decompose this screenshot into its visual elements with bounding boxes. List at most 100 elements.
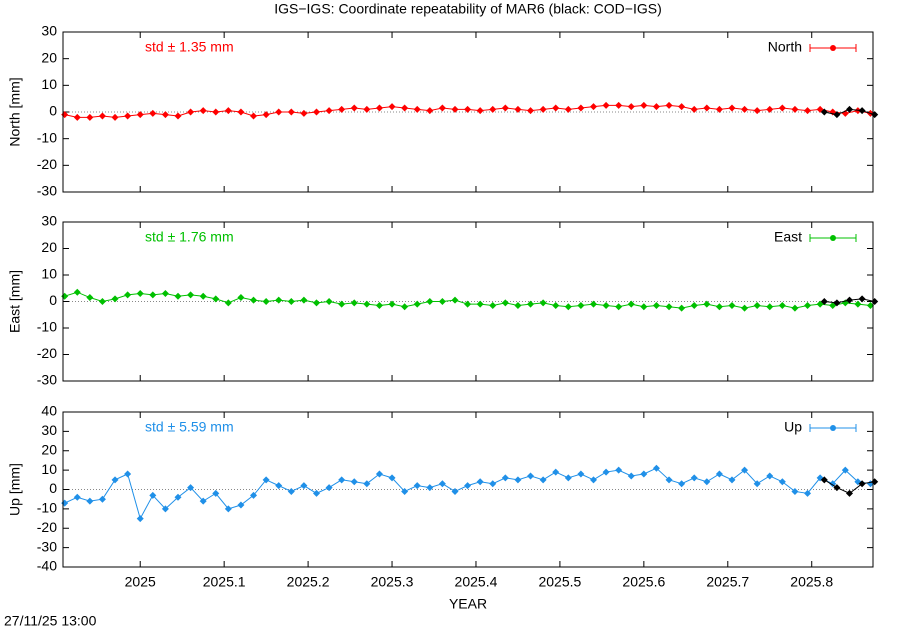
point	[338, 105, 346, 113]
point	[237, 294, 245, 302]
point	[527, 472, 535, 480]
x-tick-label: 2025.4	[455, 574, 498, 590]
plot-frame	[62, 31, 874, 193]
y-tick-label: 0	[49, 480, 57, 496]
point	[728, 476, 736, 484]
point	[766, 472, 774, 480]
point	[338, 476, 346, 484]
point	[577, 470, 585, 478]
point	[413, 482, 421, 490]
x-tick-label: 2025.1	[203, 574, 246, 590]
point	[212, 108, 220, 116]
point	[187, 291, 195, 299]
point	[401, 303, 409, 311]
x-tick-label: 2025.7	[706, 574, 749, 590]
chart-title: IGS−IGS: Coordinate repeatability of MAR…	[274, 1, 662, 17]
legend-label: East	[774, 229, 802, 245]
point	[300, 296, 308, 304]
point	[820, 476, 828, 484]
point	[845, 296, 853, 304]
point	[312, 108, 320, 116]
point	[426, 107, 434, 115]
point	[527, 107, 535, 115]
point	[829, 480, 837, 488]
point	[728, 301, 736, 309]
point	[161, 111, 169, 119]
point	[665, 476, 673, 484]
point	[501, 474, 509, 482]
point	[514, 476, 522, 484]
annotation: std ± 1.35 mm	[145, 39, 234, 55]
point	[287, 487, 295, 495]
point	[766, 105, 774, 113]
point	[350, 104, 358, 112]
point	[640, 101, 648, 109]
point	[627, 472, 635, 480]
point	[325, 107, 333, 115]
point	[86, 294, 94, 302]
point	[703, 300, 711, 308]
point	[778, 301, 786, 309]
plot-frame	[62, 221, 874, 382]
point	[275, 296, 283, 304]
point	[791, 304, 799, 312]
point	[375, 470, 383, 478]
point	[149, 491, 157, 499]
point	[451, 296, 459, 304]
point	[451, 105, 459, 113]
x-axis-label: YEAR	[449, 596, 487, 612]
point	[766, 303, 774, 311]
point	[338, 300, 346, 308]
point	[250, 491, 258, 499]
point	[715, 470, 723, 478]
point	[199, 107, 207, 115]
point	[577, 301, 585, 309]
point	[602, 301, 610, 309]
point	[804, 301, 812, 309]
point	[426, 298, 434, 305]
timestamp: 27/11/25 13:00	[4, 613, 97, 629]
legend-label: North	[768, 39, 802, 55]
point	[589, 476, 597, 484]
point	[73, 113, 81, 121]
point	[845, 489, 853, 497]
y-tick-label: -40	[37, 558, 57, 574]
point	[678, 304, 686, 312]
y-tick-label: 0	[49, 103, 57, 119]
point	[665, 101, 673, 109]
point	[363, 300, 371, 308]
point	[111, 295, 119, 303]
point	[401, 104, 409, 112]
point	[753, 107, 761, 115]
point	[224, 505, 232, 513]
y-tick-label: -10	[37, 129, 57, 145]
point	[124, 291, 132, 299]
point	[350, 478, 358, 486]
point	[741, 466, 749, 474]
point	[527, 300, 535, 308]
point	[325, 484, 333, 492]
point	[652, 464, 660, 472]
point	[564, 105, 572, 113]
point	[640, 470, 648, 478]
point	[275, 108, 283, 116]
point	[262, 476, 270, 484]
point	[287, 298, 295, 305]
point	[363, 105, 371, 113]
y-tick-label: 30	[41, 422, 57, 438]
x-tick-label: 2025.5	[538, 574, 581, 590]
point	[287, 108, 295, 116]
point	[854, 300, 862, 308]
legend-symbol	[830, 425, 836, 431]
legend-symbol	[830, 45, 836, 51]
x-tick-label: 2025.2	[287, 574, 330, 590]
point	[438, 104, 446, 112]
point	[715, 303, 723, 311]
point	[791, 487, 799, 495]
point	[275, 482, 283, 490]
point	[212, 295, 220, 303]
point	[489, 301, 497, 309]
point	[224, 107, 232, 115]
point	[753, 301, 761, 309]
